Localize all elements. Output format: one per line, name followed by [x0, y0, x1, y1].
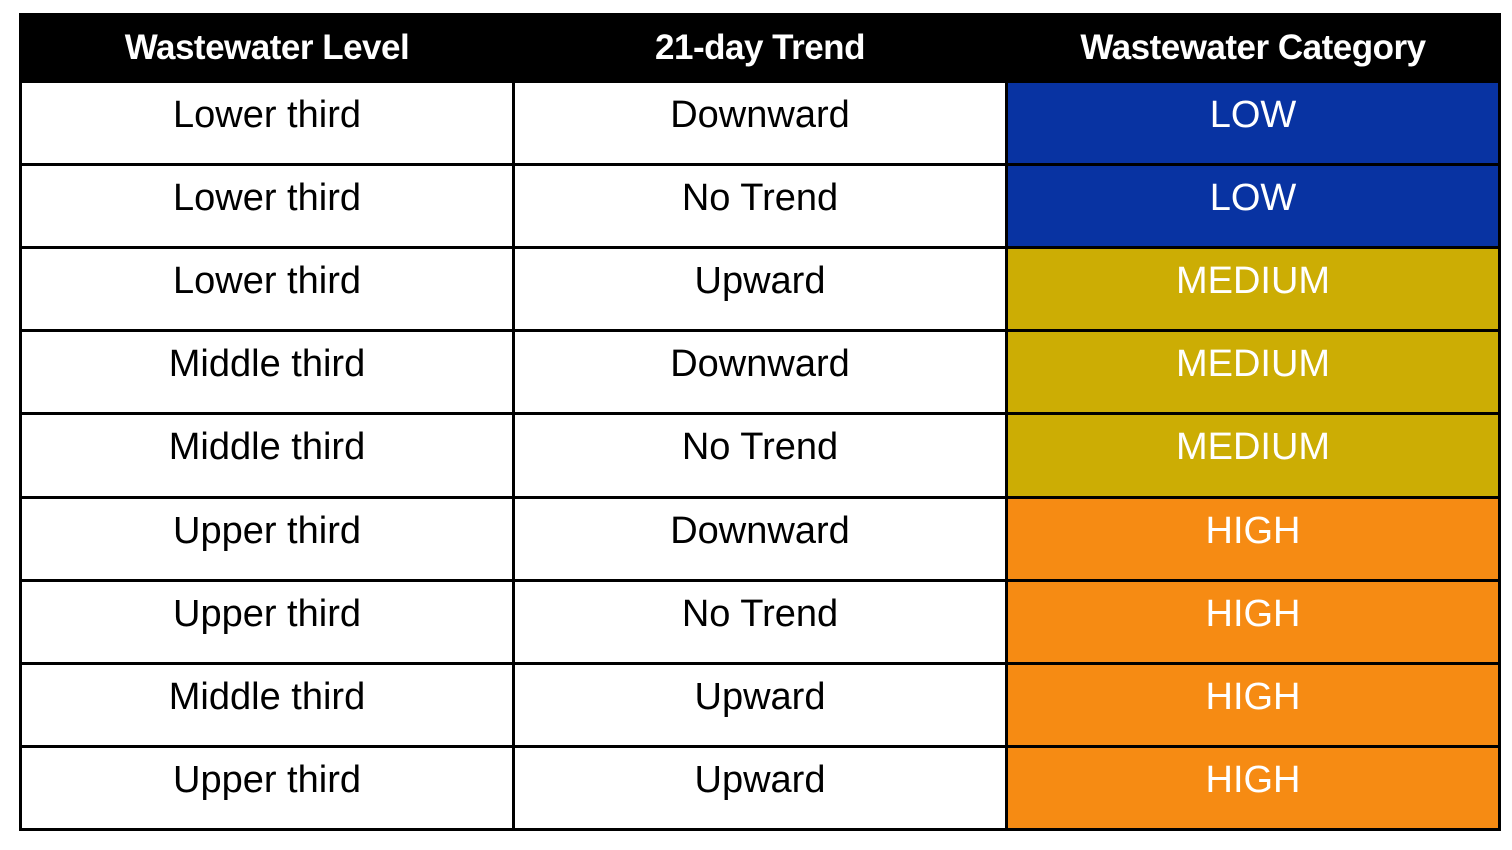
level-cell: Middle third: [22, 332, 512, 413]
trend-cell: Downward: [515, 332, 1005, 413]
level-cell: Lower third: [22, 166, 512, 247]
category-cell: HIGH: [1008, 498, 1498, 579]
trend-cell: No Trend: [515, 415, 1005, 496]
category-cell: MEDIUM: [1008, 332, 1498, 413]
column-header-21-day-trend: 21-day Trend: [515, 16, 1005, 80]
level-cell: Middle third: [22, 415, 512, 496]
trend-cell: Upward: [515, 249, 1005, 330]
trend-cell: No Trend: [515, 166, 1005, 247]
category-cell: MEDIUM: [1008, 249, 1498, 330]
category-cell: HIGH: [1008, 747, 1498, 828]
level-cell: Upper third: [22, 581, 512, 662]
column-header-wastewater-category: Wastewater Category: [1008, 16, 1498, 80]
level-cell: Upper third: [22, 498, 512, 579]
trend-cell: No Trend: [515, 581, 1005, 662]
category-cell: HIGH: [1008, 581, 1498, 662]
level-cell: Lower third: [22, 249, 512, 330]
level-cell: Upper third: [22, 747, 512, 828]
column-header-wastewater-level: Wastewater Level: [22, 16, 512, 80]
wastewater-category-table: Wastewater Level 21-day Trend Wastewater…: [19, 13, 1501, 831]
level-cell: Lower third: [22, 83, 512, 164]
trend-cell: Downward: [515, 498, 1005, 579]
category-cell: LOW: [1008, 166, 1498, 247]
trend-cell: Upward: [515, 664, 1005, 745]
trend-cell: Downward: [515, 83, 1005, 164]
trend-cell: Upward: [515, 747, 1005, 828]
category-cell: LOW: [1008, 83, 1498, 164]
level-cell: Middle third: [22, 664, 512, 745]
category-cell: MEDIUM: [1008, 415, 1498, 496]
category-cell: HIGH: [1008, 664, 1498, 745]
